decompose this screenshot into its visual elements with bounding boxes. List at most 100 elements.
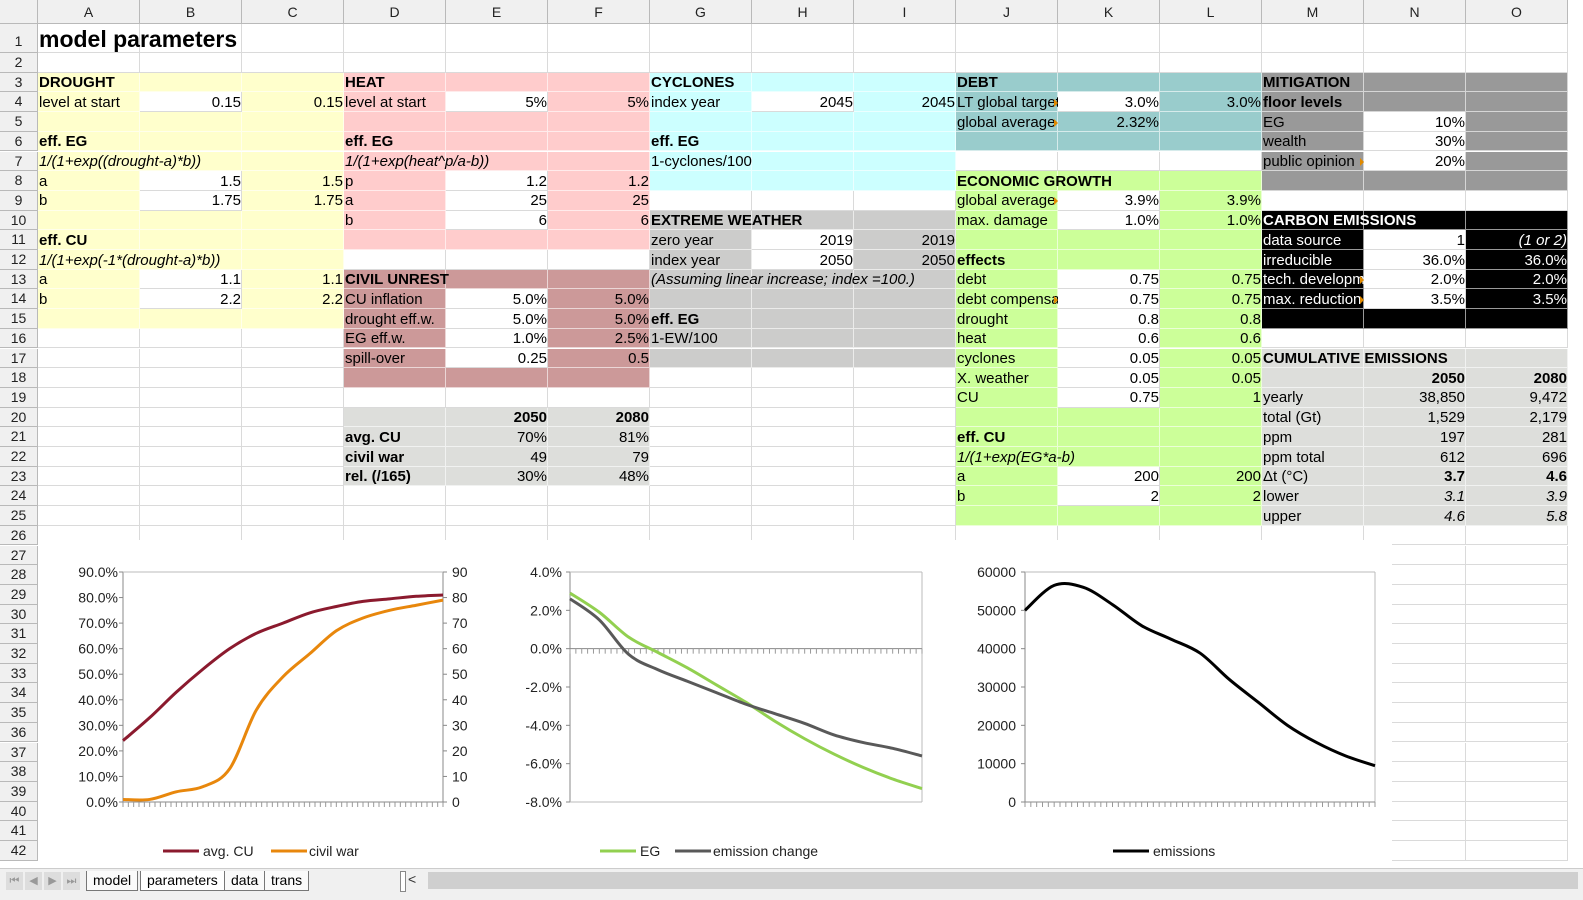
cell-D5[interactable] xyxy=(344,112,446,132)
cell-A19[interactable] xyxy=(38,387,140,408)
cell-M9[interactable] xyxy=(1262,190,1364,211)
cell-N41[interactable] xyxy=(1364,821,1466,841)
cell-N33[interactable] xyxy=(1364,663,1466,684)
cell-A2[interactable] xyxy=(38,53,140,73)
cell-O32[interactable] xyxy=(1466,644,1568,664)
cell-O6[interactable] xyxy=(1466,131,1568,152)
cell-B13[interactable] xyxy=(140,269,242,290)
row-header-33[interactable]: 33 xyxy=(0,663,38,684)
cell-I23[interactable] xyxy=(854,466,956,487)
cell-G8[interactable] xyxy=(650,171,752,191)
cell-O34[interactable] xyxy=(1466,683,1568,704)
cell-F9[interactable] xyxy=(548,190,650,211)
cell-M3[interactable] xyxy=(1262,72,1364,93)
row-header-15[interactable]: 15 xyxy=(0,309,38,329)
row-header-3[interactable]: 3 xyxy=(0,72,38,93)
cell-J10[interactable] xyxy=(956,210,1058,231)
cell-G7[interactable] xyxy=(650,151,752,172)
cell-D19[interactable] xyxy=(344,387,446,408)
cell-K19[interactable] xyxy=(1058,387,1160,408)
cell-D13[interactable] xyxy=(344,269,446,290)
cell-B1[interactable] xyxy=(140,24,242,53)
cell-B17[interactable] xyxy=(140,348,242,369)
row-header-37[interactable]: 37 xyxy=(0,742,38,763)
cell-H13[interactable] xyxy=(752,269,854,290)
row-header-21[interactable]: 21 xyxy=(0,427,38,447)
row-header-35[interactable]: 35 xyxy=(0,703,38,723)
cell-K4[interactable] xyxy=(1058,92,1160,113)
column-header-C[interactable]: C xyxy=(242,0,344,24)
column-header-M[interactable]: M xyxy=(1262,0,1364,24)
cell-L22[interactable] xyxy=(1160,447,1262,467)
row-header-34[interactable]: 34 xyxy=(0,683,38,704)
cell-B12[interactable] xyxy=(140,250,242,270)
cell-B22[interactable] xyxy=(140,447,242,467)
cell-I13[interactable] xyxy=(854,269,956,290)
cell-N1[interactable] xyxy=(1364,24,1466,53)
cell-C23[interactable] xyxy=(242,466,344,487)
cell-M4[interactable] xyxy=(1262,92,1364,113)
row-header-17[interactable]: 17 xyxy=(0,348,38,369)
cell-L14[interactable] xyxy=(1160,289,1262,310)
cell-C8[interactable] xyxy=(242,171,344,191)
cell-L24[interactable] xyxy=(1160,486,1262,507)
column-header-K[interactable]: K xyxy=(1058,0,1160,24)
cell-C2[interactable] xyxy=(242,53,344,73)
cell-F13[interactable] xyxy=(548,269,650,290)
row-header-4[interactable]: 4 xyxy=(0,92,38,113)
cell-G9[interactable] xyxy=(650,190,752,211)
cell-I8[interactable] xyxy=(854,171,956,191)
cell-F24[interactable] xyxy=(548,486,650,507)
cell-C19[interactable] xyxy=(242,387,344,408)
row-header-26[interactable]: 26 xyxy=(0,525,38,546)
cell-M16[interactable] xyxy=(1262,328,1364,349)
cell-F3[interactable] xyxy=(548,72,650,93)
cell-D10[interactable] xyxy=(344,210,446,231)
cell-I21[interactable] xyxy=(854,427,956,447)
cell-B16[interactable] xyxy=(140,328,242,349)
cell-C25[interactable] xyxy=(242,506,344,526)
row-header-39[interactable]: 39 xyxy=(0,781,38,802)
cell-F23[interactable] xyxy=(548,466,650,487)
cell-O27[interactable] xyxy=(1466,545,1568,566)
cell-I10[interactable] xyxy=(854,210,956,231)
cell-H22[interactable] xyxy=(752,447,854,467)
cell-E19[interactable] xyxy=(446,387,548,408)
cell-B21[interactable] xyxy=(140,427,242,447)
cell-L25[interactable] xyxy=(1160,506,1262,526)
cell-L21[interactable] xyxy=(1160,427,1262,447)
cell-I17[interactable] xyxy=(854,348,956,369)
cell-N10[interactable] xyxy=(1364,210,1466,231)
row-header-2[interactable]: 2 xyxy=(0,53,38,73)
cell-L23[interactable] xyxy=(1160,466,1262,487)
cell-N35[interactable] xyxy=(1364,703,1466,723)
cell-A14[interactable] xyxy=(38,289,140,310)
cell-D7[interactable] xyxy=(344,151,446,172)
cell-H25[interactable] xyxy=(752,506,854,526)
cell-N25[interactable] xyxy=(1364,506,1466,526)
cell-N17[interactable] xyxy=(1364,348,1466,369)
cell-F1[interactable] xyxy=(548,24,650,53)
cell-F10[interactable] xyxy=(548,210,650,231)
cell-E9[interactable] xyxy=(446,190,548,211)
cell-M20[interactable] xyxy=(1262,407,1364,428)
tab-splitter-handle[interactable] xyxy=(400,871,406,892)
chart-3[interactable]: 0 10000 20000 30000 40000 50000 60000 emissions xyxy=(977,564,1376,859)
column-header-I[interactable]: I xyxy=(854,0,956,24)
last-sheet-button[interactable]: ⏭ xyxy=(63,872,80,890)
series-line-civil-war[interactable] xyxy=(122,598,444,802)
row-header-36[interactable]: 36 xyxy=(0,722,38,743)
cell-A18[interactable] xyxy=(38,368,140,388)
column-header-G[interactable]: G xyxy=(650,0,752,24)
cell-O38[interactable] xyxy=(1466,762,1568,782)
cell-L19[interactable] xyxy=(1160,387,1262,408)
row-header-8[interactable]: 8 xyxy=(0,171,38,191)
cell-C10[interactable] xyxy=(242,210,344,231)
cell-H6[interactable] xyxy=(752,131,854,152)
cell-N29[interactable] xyxy=(1364,584,1466,605)
cell-K8[interactable] xyxy=(1058,171,1160,191)
cell-M15[interactable] xyxy=(1262,309,1364,329)
cell-F4[interactable] xyxy=(548,92,650,113)
cell-G19[interactable] xyxy=(650,387,752,408)
cell-I2[interactable] xyxy=(854,53,956,73)
